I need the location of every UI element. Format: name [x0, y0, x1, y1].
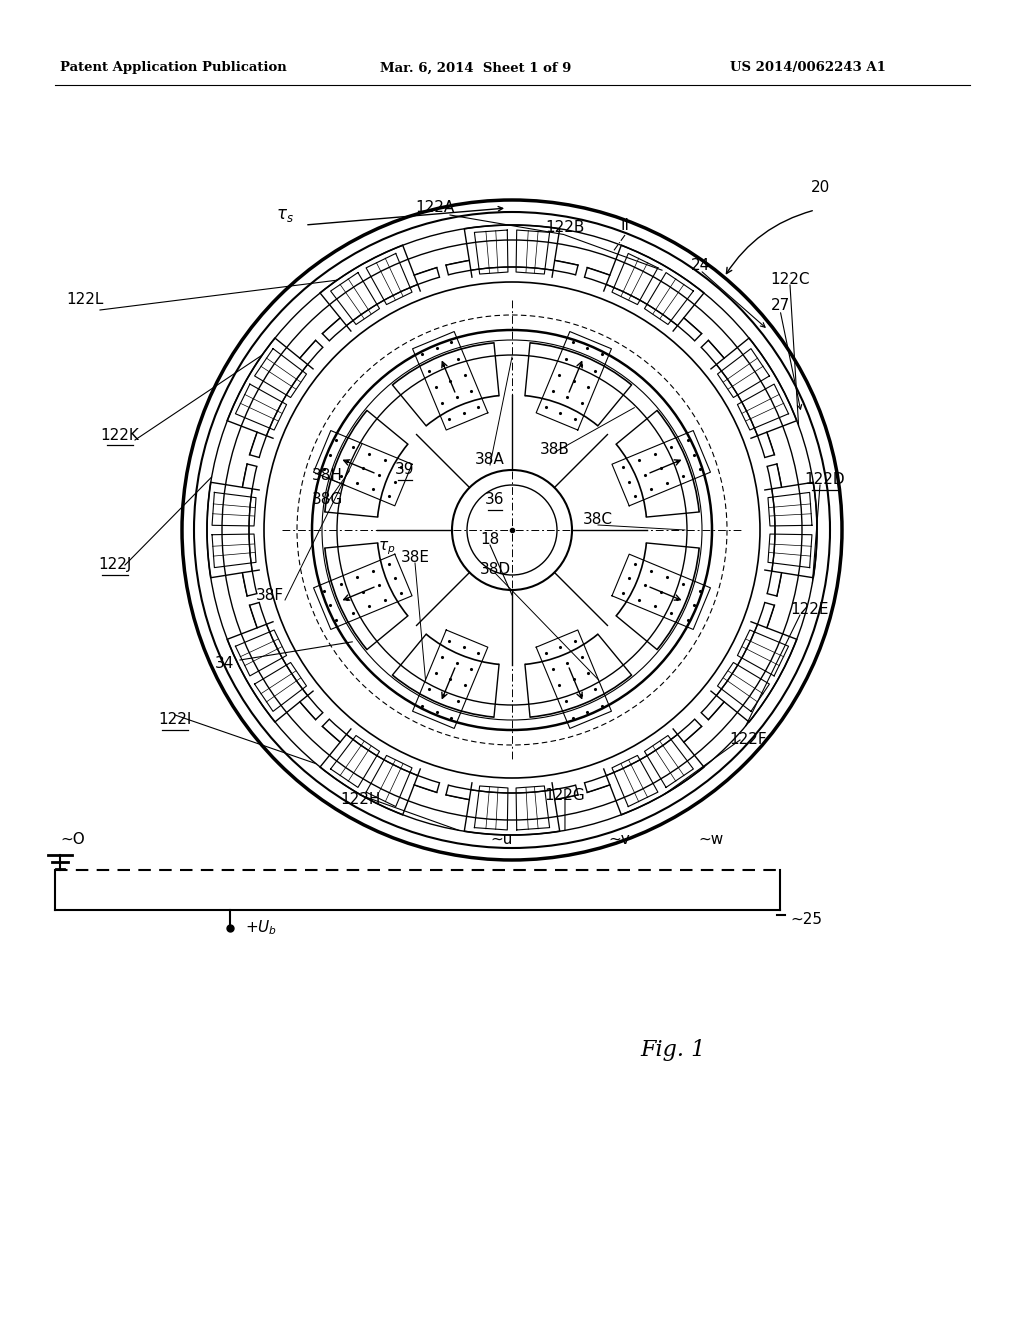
Text: 122K: 122K [100, 428, 139, 442]
Text: 122F: 122F [729, 733, 767, 747]
Text: 38F: 38F [256, 587, 284, 602]
Text: 122G: 122G [545, 788, 586, 803]
Text: US 2014/0062243 A1: US 2014/0062243 A1 [730, 62, 886, 74]
Text: $+U_b$: $+U_b$ [245, 919, 278, 937]
Text: II: II [621, 218, 630, 232]
Text: 38E: 38E [400, 550, 429, 565]
Text: 24: 24 [690, 257, 710, 272]
Text: 122B: 122B [546, 220, 585, 235]
Text: 39: 39 [395, 462, 415, 478]
Text: $\tau_s$: $\tau_s$ [276, 206, 294, 224]
Text: 38D: 38D [479, 562, 511, 578]
Text: 38B: 38B [540, 442, 570, 458]
Text: ~v: ~v [608, 833, 630, 847]
Text: Mar. 6, 2014  Sheet 1 of 9: Mar. 6, 2014 Sheet 1 of 9 [380, 62, 571, 74]
Text: 122C: 122C [770, 272, 810, 288]
Text: 122I: 122I [159, 713, 191, 727]
Text: 34: 34 [215, 656, 234, 671]
Text: 122L: 122L [67, 293, 103, 308]
Text: ~25: ~25 [790, 912, 822, 928]
Text: ~O: ~O [60, 833, 85, 847]
Text: $\tau_p$: $\tau_p$ [378, 539, 395, 557]
Text: 38G: 38G [311, 492, 343, 507]
Text: ~w: ~w [698, 833, 723, 847]
Text: 122J: 122J [98, 557, 132, 573]
Text: 18: 18 [480, 532, 500, 548]
Text: Fig. 1: Fig. 1 [640, 1039, 706, 1061]
Text: 122D: 122D [805, 473, 846, 487]
Text: 122H: 122H [340, 792, 380, 808]
Text: ~u: ~u [490, 833, 512, 847]
Text: 122E: 122E [791, 602, 829, 618]
Text: 38C: 38C [583, 512, 613, 528]
Text: 27: 27 [770, 297, 790, 313]
Text: 122A: 122A [416, 201, 455, 215]
Text: Patent Application Publication: Patent Application Publication [60, 62, 287, 74]
Text: 36: 36 [485, 492, 505, 507]
Text: 38A: 38A [475, 453, 505, 467]
Text: 38H: 38H [311, 467, 342, 483]
Text: 20: 20 [810, 181, 829, 195]
